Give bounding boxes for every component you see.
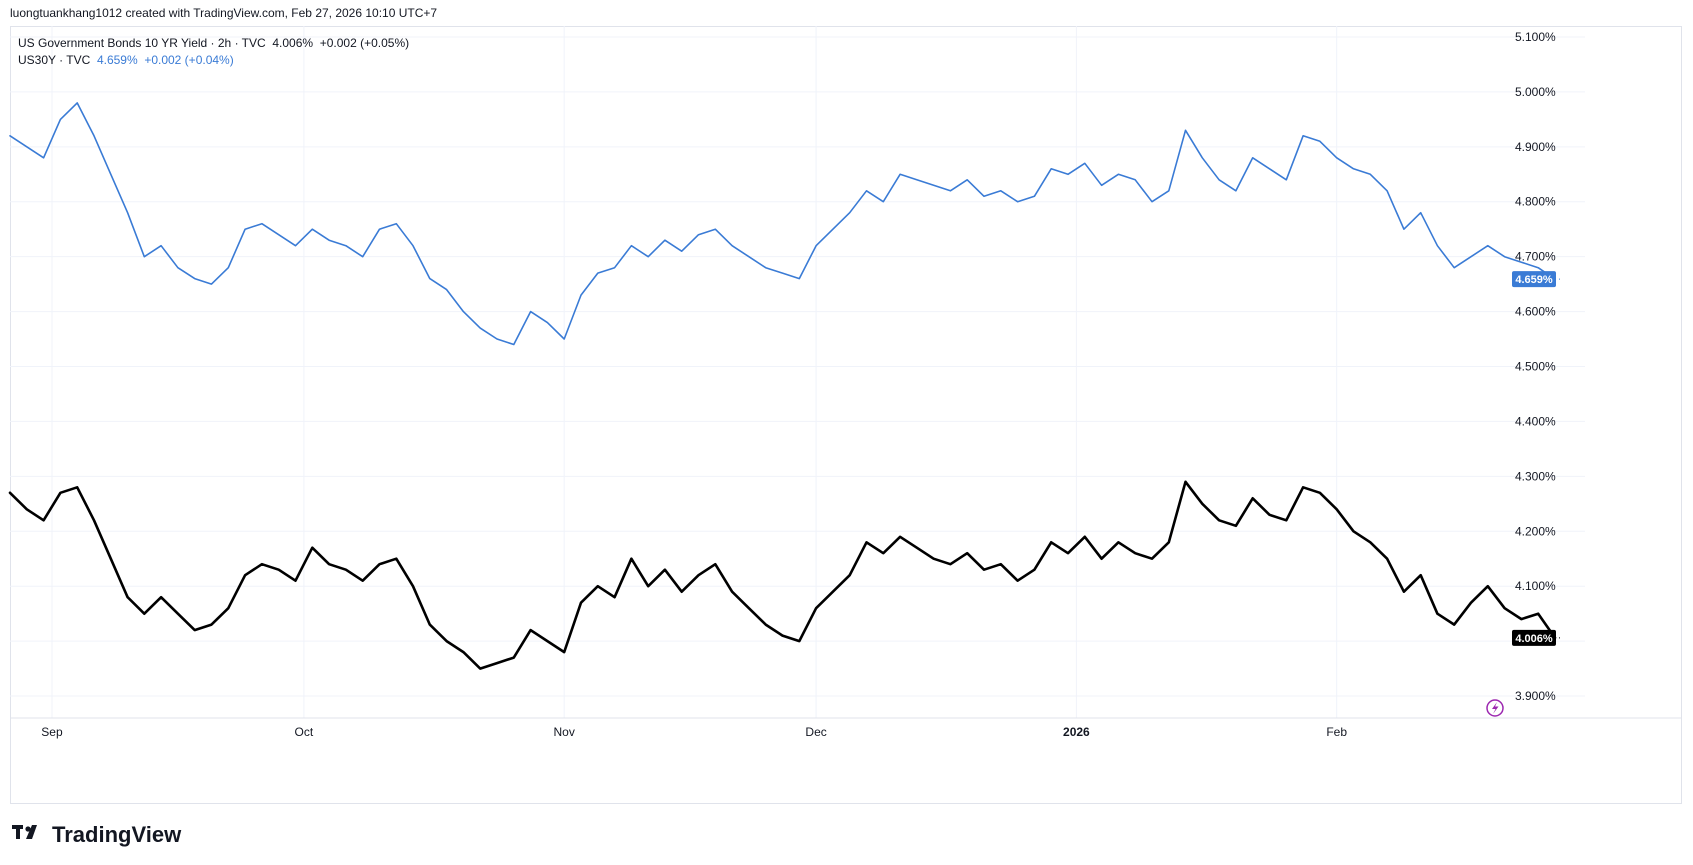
- y-tick-label: 4.500%: [1515, 360, 1556, 374]
- tradingview-logo-icon: [12, 823, 46, 847]
- y-tick-label: 4.200%: [1515, 524, 1556, 538]
- x-tick-label: Sep: [41, 725, 63, 739]
- y-tick-label: 5.100%: [1515, 30, 1556, 44]
- legend-us30y-name: US30Y · TVC: [18, 53, 91, 67]
- x-tick-label: Dec: [805, 725, 826, 739]
- y-tick-label: 4.900%: [1515, 140, 1556, 154]
- legend-us10y-value: 4.006%: [272, 36, 314, 50]
- chart-pane[interactable]: [10, 26, 1682, 804]
- y-tick-label: 3.900%: [1515, 689, 1556, 703]
- y-tick-label: 5.000%: [1515, 85, 1556, 99]
- x-tick-label: Nov: [554, 725, 575, 739]
- us10y-series-line: [8, 480, 1557, 670]
- chart-attribution: luongtuankhang1012 created with TradingV…: [10, 6, 438, 20]
- y-tick-label: 4.600%: [1515, 305, 1556, 319]
- tradingview-logo-text: TradingView: [52, 822, 182, 847]
- legend-us30y-value: 4.659%: [96, 53, 138, 67]
- y-tick-label: 4.700%: [1515, 250, 1556, 264]
- legend-us10y-name: US Government Bonds 10 YR Yield · 2h · T…: [18, 36, 266, 50]
- y-tick-label: 4.100%: [1515, 579, 1556, 593]
- legend-us10y-change: +0.002 (+0.05%): [319, 36, 410, 50]
- x-tick-label: Feb: [1326, 725, 1347, 739]
- us30y-last-price-label: 4.659%: [1515, 274, 1553, 286]
- x-tick-label: 2026: [1063, 725, 1090, 739]
- y-tick-label: 4.400%: [1515, 414, 1556, 428]
- legend-row-us10y[interactable]: US Government Bonds 10 YR Yield · 2h · T…: [18, 35, 409, 52]
- x-tick-label: Oct: [295, 725, 314, 739]
- legend-us30y-change: +0.002 (+0.04%): [144, 53, 234, 67]
- us10y-last-price-label: 4.006%: [1515, 633, 1553, 645]
- y-tick-label: 4.800%: [1515, 195, 1556, 209]
- lightning-icon[interactable]: [1486, 699, 1504, 717]
- legend-row-us30y[interactable]: US30Y · TVC 4.659% +0.002 (+0.04%): [18, 52, 409, 69]
- last-price-tag: [1512, 271, 1556, 288]
- tradingview-logo[interactable]: TradingView: [12, 822, 181, 848]
- y-tick-label: 4.300%: [1515, 469, 1556, 483]
- chart-legend: US Government Bonds 10 YR Yield · 2h · T…: [18, 35, 409, 69]
- last-price-tag: [1512, 629, 1556, 646]
- us30y-series-line: [9, 102, 1556, 346]
